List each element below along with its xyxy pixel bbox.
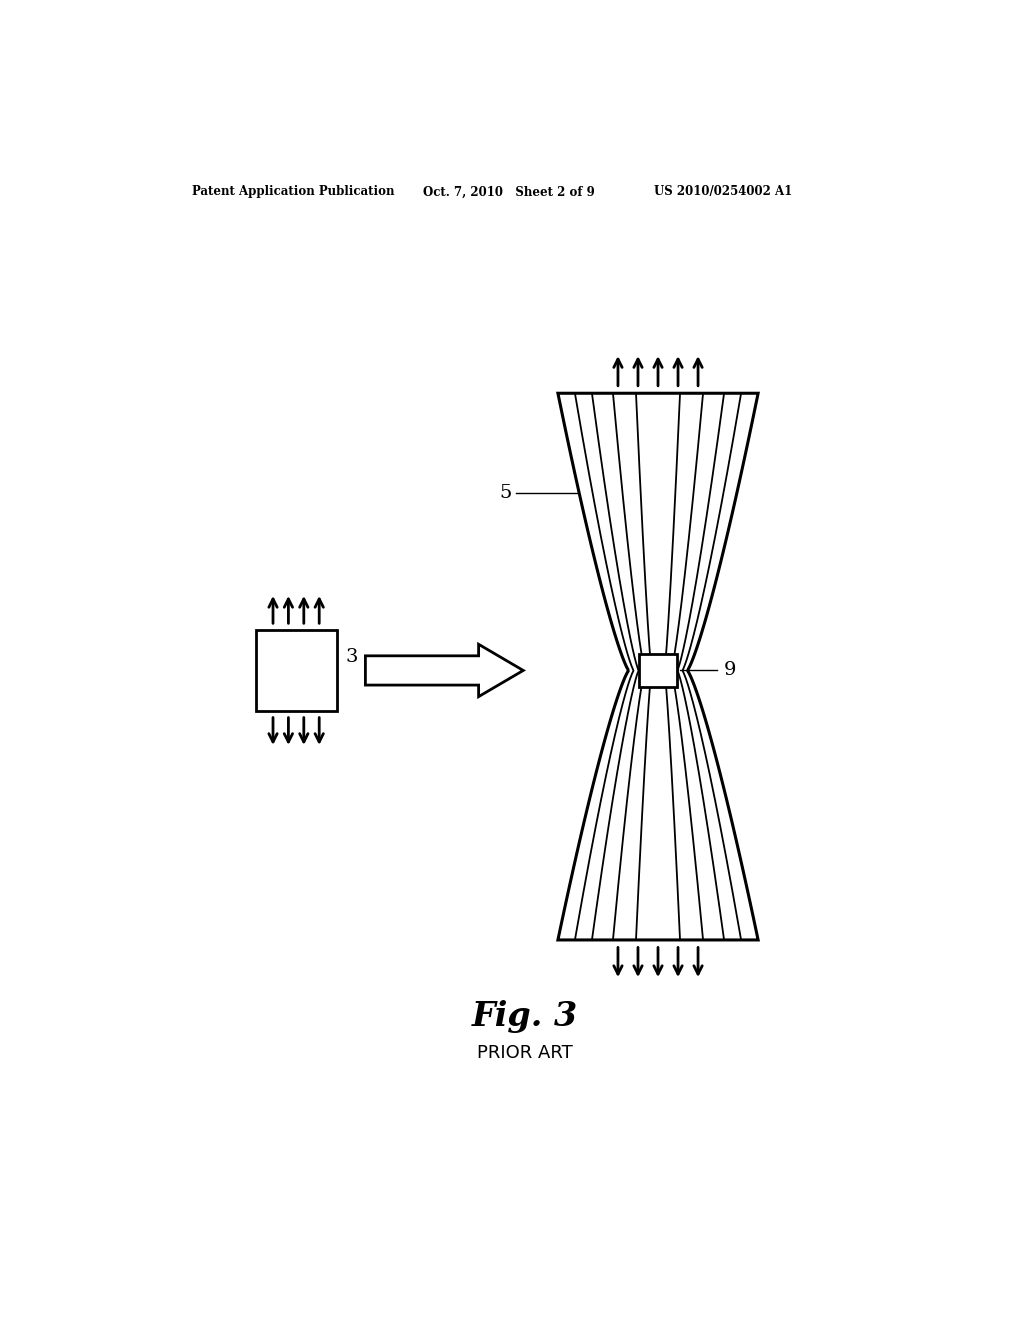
Text: 5: 5 xyxy=(500,484,512,503)
Polygon shape xyxy=(366,644,523,697)
Polygon shape xyxy=(558,393,758,940)
Text: 9: 9 xyxy=(724,661,736,680)
Bar xyxy=(256,630,337,711)
Text: 3: 3 xyxy=(346,648,358,665)
Bar xyxy=(639,655,677,686)
Text: Patent Application Publication: Patent Application Publication xyxy=(193,185,394,198)
Text: PRIOR ART: PRIOR ART xyxy=(477,1044,572,1063)
Text: Fig. 3: Fig. 3 xyxy=(472,1001,578,1034)
Text: US 2010/0254002 A1: US 2010/0254002 A1 xyxy=(654,185,793,198)
Text: Oct. 7, 2010   Sheet 2 of 9: Oct. 7, 2010 Sheet 2 of 9 xyxy=(423,185,595,198)
